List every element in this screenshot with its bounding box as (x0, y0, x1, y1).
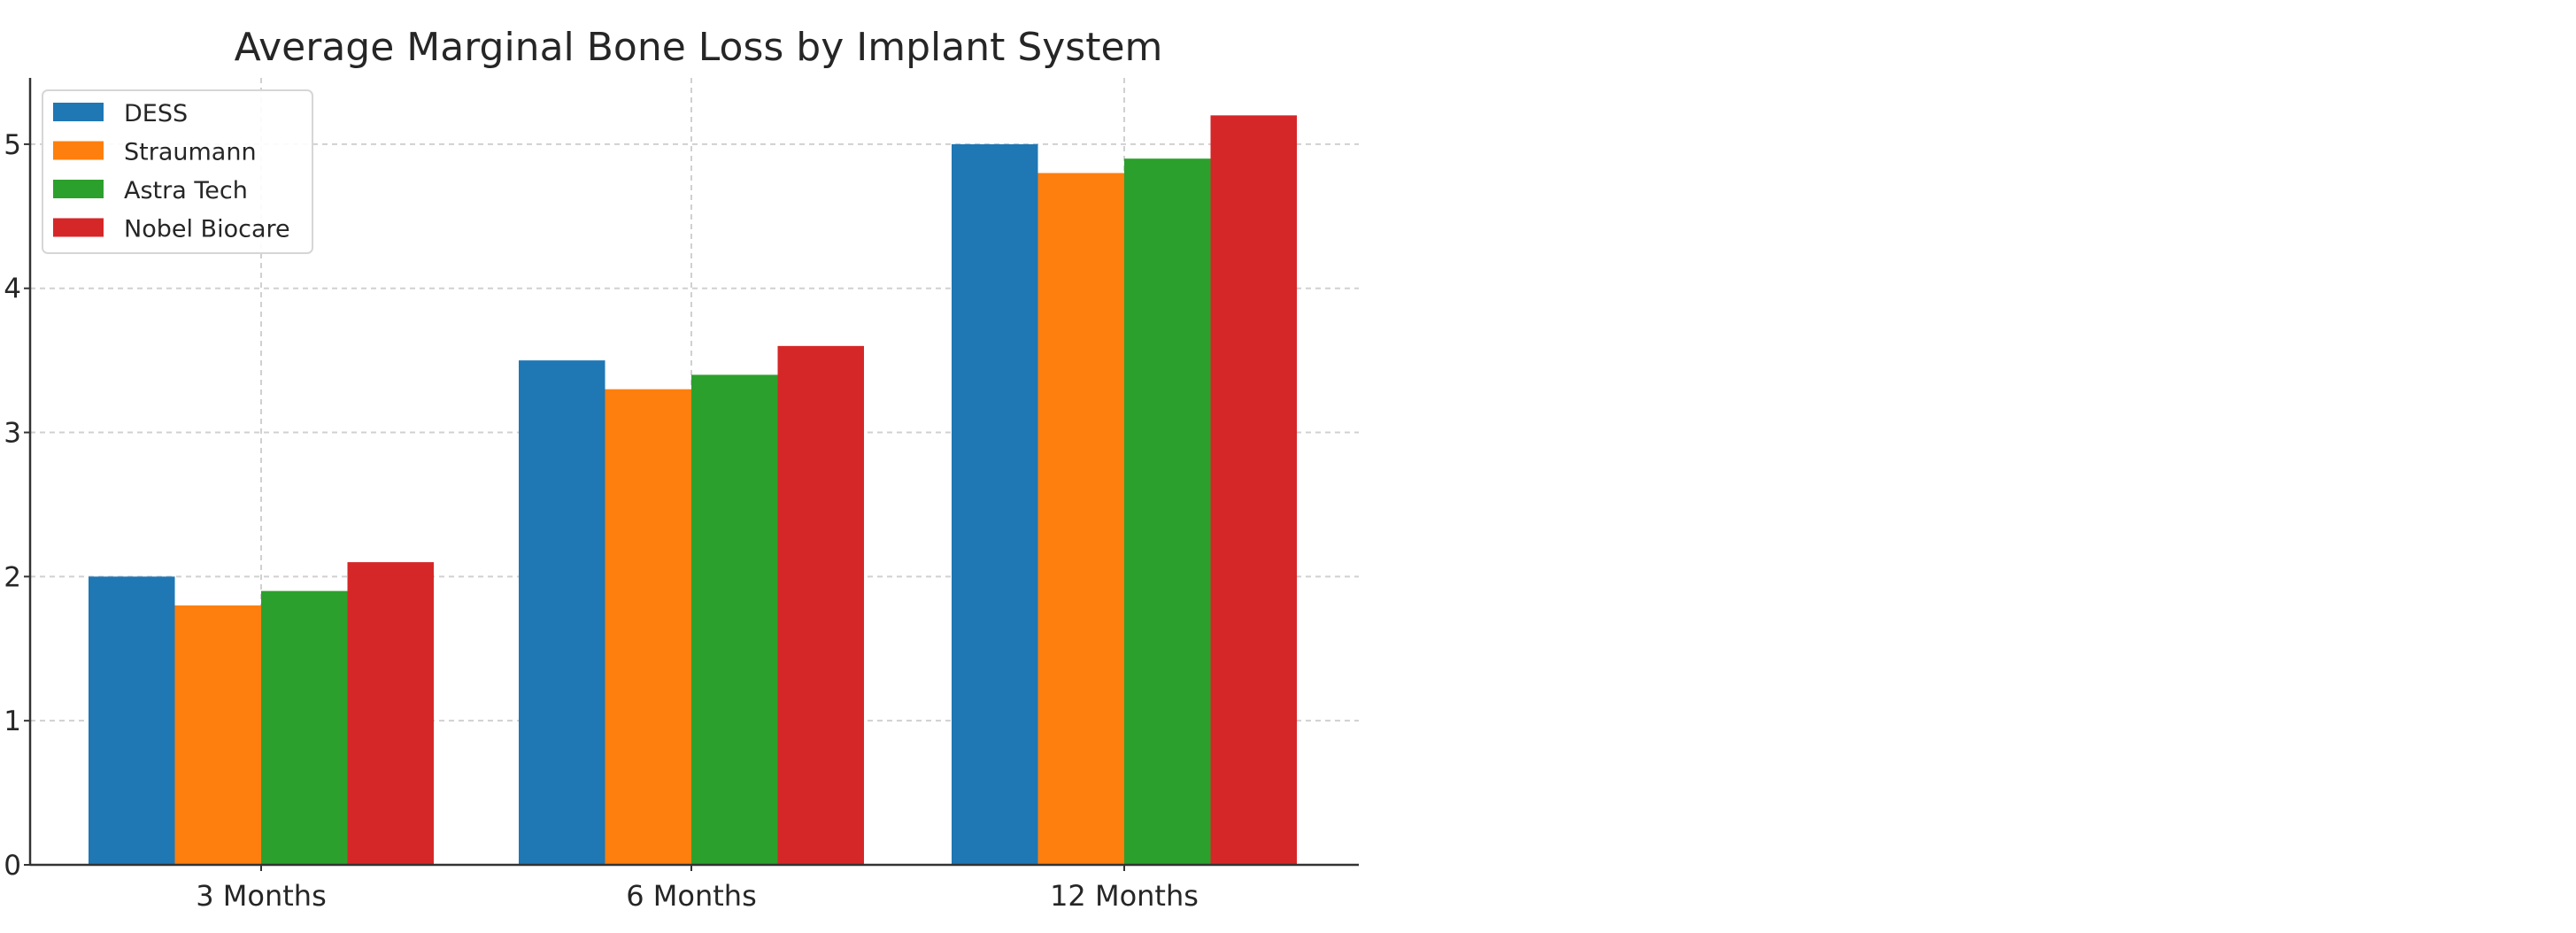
bar-dess-1 (519, 360, 605, 866)
x-tick-label: 6 Months (626, 879, 757, 913)
legend-label: Straumann (124, 139, 257, 166)
y-tick-label: 2 (4, 561, 21, 593)
bar-astra-tech-0 (261, 590, 348, 865)
bar-dess-0 (89, 576, 175, 865)
bar-straumann-0 (174, 605, 261, 865)
legend-swatch (53, 141, 104, 160)
y-tick-label: 1 (4, 706, 21, 737)
y-tick-label: 5 (4, 129, 21, 161)
bar-nobel-biocare-2 (1210, 115, 1297, 866)
bar-straumann-1 (605, 389, 691, 865)
y-tick-label: 3 (4, 418, 21, 450)
legend-swatch (53, 180, 104, 198)
bars (89, 115, 1297, 866)
y-tick-label: 4 (4, 274, 21, 305)
chart-title: Average Marginal Bone Loss by Implant Sy… (235, 25, 1163, 70)
bar-nobel-biocare-0 (347, 562, 434, 865)
bar-straumann-2 (1037, 173, 1124, 865)
bar-nobel-biocare-1 (777, 345, 864, 865)
legend-box (42, 89, 313, 254)
y-tick-label: 0 (4, 850, 21, 882)
axes: 0 1 2 3 4 5 3 Months 6 Months 12 Months (4, 78, 1359, 913)
bar-astra-tech-2 (1124, 158, 1211, 865)
bar-dess-2 (952, 143, 1038, 865)
legend-swatch (53, 103, 104, 121)
x-tick-label: 12 Months (1050, 879, 1199, 913)
x-tick-label: 3 Months (196, 879, 327, 913)
legend-label: Nobel Biocare (124, 216, 290, 243)
bar-astra-tech-1 (691, 374, 778, 865)
legend-swatch (53, 218, 104, 237)
legend-label: Astra Tech (124, 177, 248, 204)
legend-label: DESS (124, 100, 188, 127)
legend: DESS Straumann Astra Tech Nobel Biocare (42, 89, 313, 254)
